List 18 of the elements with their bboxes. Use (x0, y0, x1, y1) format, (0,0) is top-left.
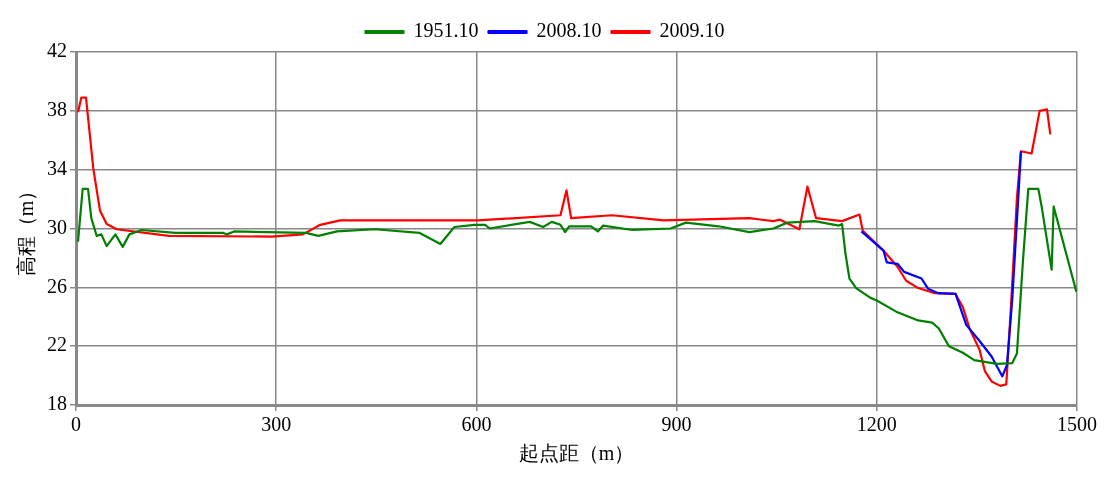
legend-label: 2008.10 (536, 19, 602, 42)
x-tick-label: 1200 (856, 413, 897, 436)
y-tick-label: 42 (47, 39, 67, 62)
legend-label: 1951.10 (413, 19, 479, 42)
x-tick-label: 1500 (1057, 413, 1097, 436)
y-tick-label: 22 (47, 333, 67, 356)
y-axis-title: 高程（m） (15, 180, 38, 277)
x-tick-label: 600 (461, 413, 492, 436)
x-axis-title: 起点距（m） (518, 442, 635, 465)
x-tick-label: 900 (661, 413, 692, 436)
x-tick-label: 300 (261, 413, 292, 436)
y-tick-label: 38 (47, 98, 67, 121)
legend-label: 2009.10 (659, 19, 725, 42)
y-tick-label: 30 (47, 215, 67, 238)
y-tick-label: 26 (47, 274, 67, 297)
x-tick-label: 0 (71, 413, 81, 436)
y-tick-label: 18 (47, 392, 67, 415)
y-tick-label: 34 (47, 156, 67, 179)
